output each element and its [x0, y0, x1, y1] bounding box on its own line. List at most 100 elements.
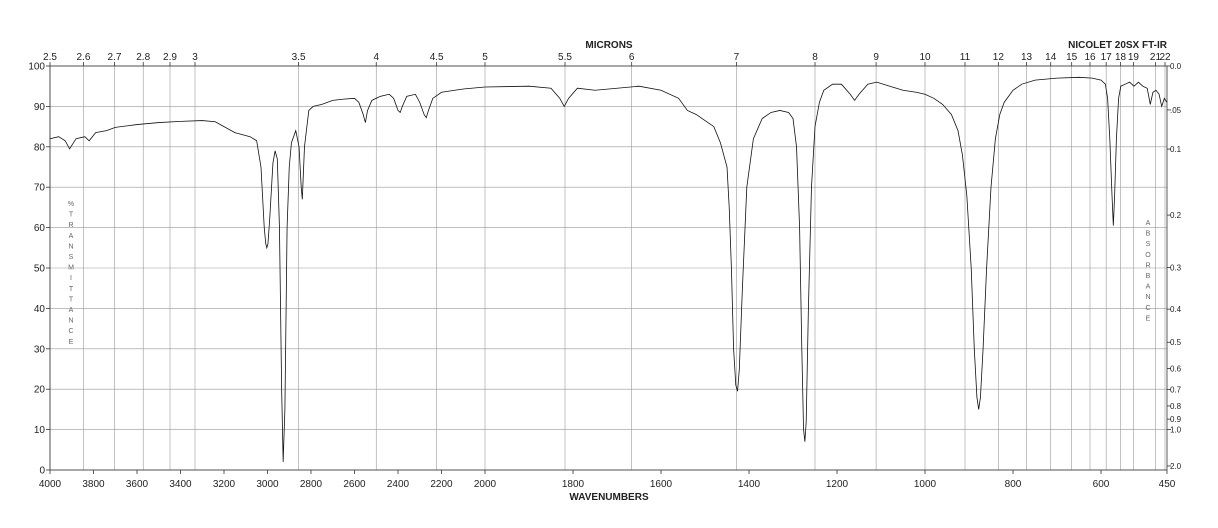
micron-tick-label: 11 — [960, 52, 971, 63]
micron-tick-label: 5 — [482, 52, 488, 63]
wavenumber-tick-label: 2000 — [474, 479, 497, 490]
ytick-label: 80 — [34, 142, 46, 153]
transmittance-letter: E — [69, 339, 74, 346]
transmittance-letter: C — [68, 328, 73, 335]
absorbance-tick-label: 0.4 — [1170, 305, 1182, 314]
micron-tick-label: 15 — [1066, 52, 1078, 63]
spectrum-trace — [49, 76, 1168, 462]
absorbance-letter: A — [1146, 220, 1151, 227]
micron-tick-label: 2.9 — [163, 52, 177, 63]
absorbance-letter: R — [1145, 262, 1150, 269]
transmittance-letter: M — [68, 265, 74, 272]
ytick-label: 30 — [34, 344, 46, 355]
transmittance-letter: N — [68, 243, 73, 250]
micron-tick-label: 9 — [873, 52, 879, 63]
ytick-label: 100 — [28, 62, 45, 73]
micron-tick-label: 21 — [1150, 52, 1162, 63]
absorbance-letter: B — [1146, 231, 1151, 238]
transmittance-letter: % — [68, 201, 74, 208]
ytick-label: 10 — [34, 425, 46, 436]
micron-tick-label: 3.5 — [292, 52, 306, 63]
micron-tick-label: 5.5 — [558, 52, 572, 63]
wavenumber-tick-label: 3600 — [126, 479, 149, 490]
absorbance-tick-label: 1.0 — [1170, 426, 1182, 435]
transmittance-letter: T — [69, 212, 74, 219]
micron-tick-label: 6 — [629, 52, 635, 63]
wavenumber-tick-label: 4000 — [39, 479, 62, 490]
instrument-label: NICOLET 20SX FT-IR — [1068, 40, 1168, 51]
micron-tick-label: 12 — [993, 52, 1005, 63]
wavenumber-tick-label: 3800 — [82, 479, 105, 490]
absorbance-letter: N — [1145, 294, 1150, 301]
micron-tick-label: 14 — [1045, 52, 1057, 63]
ytick-label: 0 — [39, 466, 45, 477]
ytick-label: 60 — [34, 223, 46, 234]
ytick-label: 90 — [34, 102, 46, 113]
wavenumber-tick-label: 1000 — [914, 479, 937, 490]
absorbance-tick-label: 0.8 — [1170, 402, 1182, 411]
wavenumber-tick-label: 600 — [1093, 479, 1110, 490]
absorbance-tick-label: 0.1 — [1170, 145, 1182, 154]
ytick-label: 20 — [34, 385, 46, 396]
micron-tick-label: 4.5 — [430, 52, 444, 63]
transmittance-letter: I — [70, 275, 72, 282]
transmittance-letter: N — [68, 318, 73, 325]
wavenumber-tick-label: 2600 — [343, 479, 366, 490]
wavenumber-tick-label: 450 — [1159, 479, 1176, 490]
transmittance-letter: S — [69, 254, 74, 261]
absorbance-letter: E — [1146, 315, 1151, 322]
grid-layer — [49, 65, 1167, 471]
absorbance-tick-label: 0.9 — [1170, 415, 1182, 424]
transmittance-letter: T — [69, 286, 74, 293]
absorbance-letter: C — [1145, 305, 1150, 312]
micron-tick-label: 10 — [919, 52, 931, 63]
transmittance-letter: A — [69, 307, 74, 314]
absorbance-letter: S — [1146, 241, 1151, 248]
micron-tick-label: 19 — [1128, 52, 1140, 63]
wavenumber-tick-label: 1400 — [738, 479, 761, 490]
microns-title: MICRONS — [585, 40, 633, 51]
wavenumbers-title: WAVENUMBERS — [569, 492, 649, 503]
micron-tick-label: 4 — [373, 52, 379, 63]
wavenumber-tick-label: 800 — [1005, 479, 1022, 490]
absorbance-tick-label: 0.2 — [1170, 211, 1182, 220]
absorbance-tick-label: .05 — [1170, 106, 1182, 115]
micron-tick-label: 22 — [1159, 52, 1171, 63]
wavenumber-tick-label: 2200 — [430, 479, 453, 490]
absorbance-tick-label: 0.5 — [1170, 338, 1182, 347]
transmittance-letter: R — [68, 222, 73, 229]
wavenumber-tick-label: 2800 — [300, 479, 323, 490]
ytick-label: 40 — [34, 304, 46, 315]
ytick-label: 50 — [34, 264, 46, 275]
absorbance-letter: A — [1146, 284, 1151, 291]
wavenumber-tick-label: 1600 — [650, 479, 673, 490]
micron-tick-label: 18 — [1115, 52, 1127, 63]
absorbance-letter: O — [1145, 252, 1151, 259]
absorbance-tick-label: 0.6 — [1170, 365, 1182, 374]
transmittance-letter: T — [69, 296, 74, 303]
wavenumber-tick-label: 2400 — [387, 479, 410, 490]
micron-tick-label: 2.5 — [43, 52, 57, 63]
wavenumber-tick-label: 3200 — [213, 479, 236, 490]
micron-tick-label: 16 — [1084, 52, 1096, 63]
transmittance-letter: A — [69, 233, 74, 240]
micron-tick-label: 3 — [192, 52, 198, 63]
micron-tick-label: 8 — [812, 52, 818, 63]
absorbance-letter: B — [1146, 273, 1151, 280]
absorbance-tick-label: 2.0 — [1170, 462, 1182, 471]
absorbance-tick-label: 0.3 — [1170, 264, 1182, 273]
wavenumber-tick-label: 1200 — [826, 479, 849, 490]
micron-tick-label: 2.6 — [77, 52, 91, 63]
wavenumber-tick-label: 1800 — [562, 479, 585, 490]
ytick-label: 70 — [34, 183, 46, 194]
absorbance-tick-label: 0.7 — [1170, 385, 1182, 394]
wavenumber-tick-label: 3400 — [169, 479, 192, 490]
wavenumber-tick-label: 3000 — [256, 479, 279, 490]
micron-tick-label: 17 — [1101, 52, 1113, 63]
micron-tick-label: 2.7 — [107, 52, 121, 63]
absorbance-tick-label: 0.0 — [1170, 62, 1182, 71]
